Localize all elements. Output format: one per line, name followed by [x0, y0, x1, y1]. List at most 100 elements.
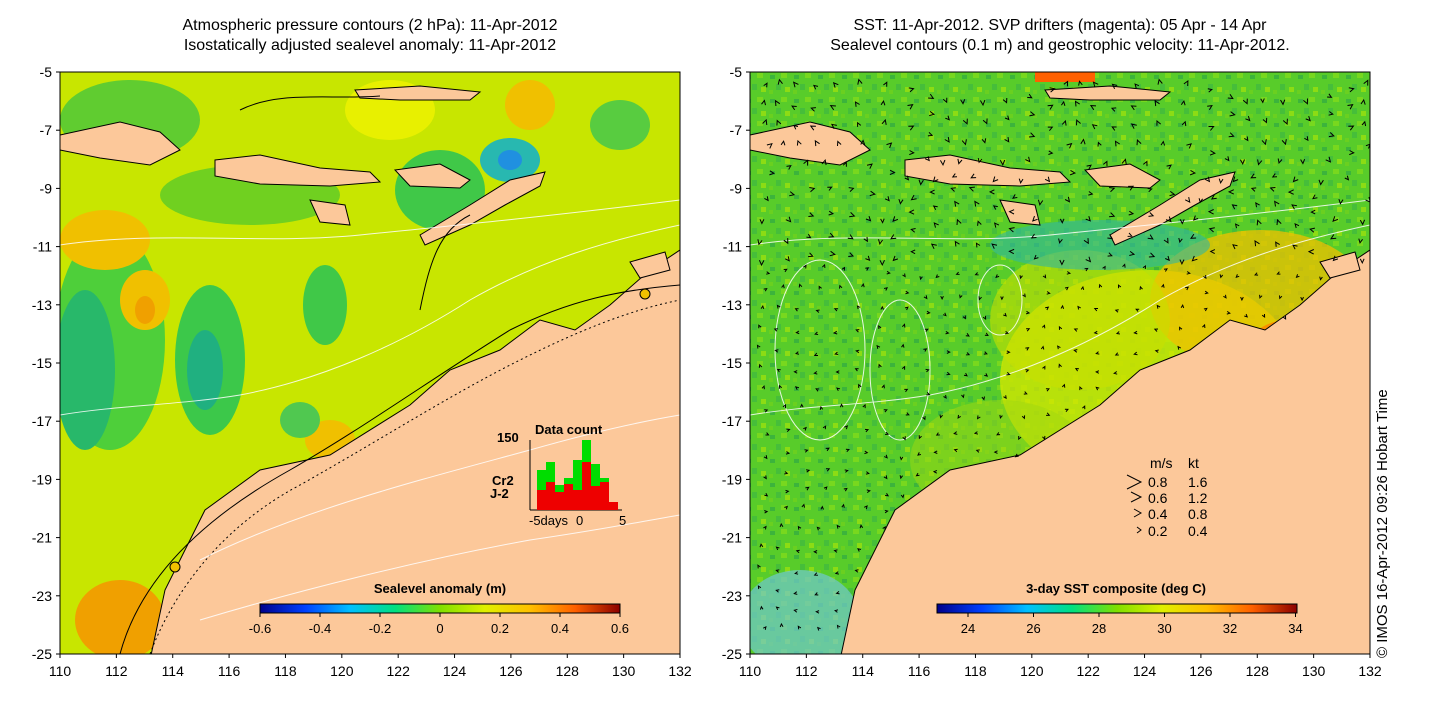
- velocity-arrow: [1122, 263, 1126, 268]
- velocity-arrow: [1328, 111, 1334, 116]
- velocity-arrow: [924, 156, 930, 162]
- velocity-arrow: [834, 609, 839, 613]
- velocity-arrow: [1113, 371, 1118, 375]
- velocity-arrow: [1044, 176, 1051, 183]
- velocity-arrow: [1022, 293, 1026, 298]
- velocity-arrow: [784, 256, 790, 262]
- left-colorbar-title: Sealevel anomaly (m): [374, 581, 506, 596]
- velocity-arrow: [1154, 100, 1160, 107]
- velocity-arrow: [968, 186, 975, 192]
- velocity-arrow: [1056, 345, 1061, 350]
- velocity-arrow: [1026, 328, 1031, 332]
- velocity-arrow: [806, 469, 811, 473]
- velocity-arrow: [884, 509, 889, 514]
- velocity-arrow: [910, 228, 916, 233]
- velocity-arrow: [955, 271, 960, 275]
- velocity-arrow: [1059, 259, 1065, 266]
- velocity-arrow: [919, 276, 923, 281]
- velocity-arrow: [1292, 176, 1299, 183]
- left-lon-tick-label: 114: [162, 663, 185, 679]
- velocity-arrow: [833, 549, 838, 553]
- velocity-arrow: [1256, 219, 1262, 226]
- left-lon-tick-label: 110: [49, 663, 72, 679]
- speed-arrow-0.6: [1130, 491, 1143, 503]
- velocity-arrow: [1204, 176, 1211, 183]
- speed-row-ms: 0.2: [1148, 523, 1168, 539]
- velocity-arrow: [929, 189, 935, 195]
- velocity-arrow: [1109, 187, 1116, 193]
- velocity-arrow: [1003, 395, 1007, 400]
- velocity-arrow: [999, 159, 1006, 166]
- velocity-arrow: [1080, 138, 1086, 145]
- velocity-arrow: [829, 250, 836, 257]
- velocity-arrow: [905, 290, 910, 295]
- right-lon-tick-label: 116: [908, 663, 931, 679]
- velocity-arrow: [1255, 201, 1260, 208]
- velocity-arrow: [758, 259, 765, 267]
- velocity-arrow: [1014, 453, 1019, 458]
- inset-bars: [537, 440, 618, 510]
- velocity-arrow: [878, 239, 884, 246]
- right-lat-tick-label: -13: [722, 297, 742, 313]
- velocity-arrow: [970, 173, 977, 179]
- velocity-arrow: [892, 216, 899, 223]
- velocity-arrow: [763, 455, 768, 460]
- velocity-arrow: [1066, 271, 1072, 275]
- velocity-arrow: [862, 403, 866, 409]
- velocity-arrow: [1210, 194, 1217, 200]
- velocity-arrow: [761, 99, 766, 106]
- velocity-arrow: [1338, 198, 1344, 205]
- velocity-arrow: [1060, 100, 1066, 106]
- velocity-arrow: [992, 205, 998, 210]
- velocity-arrow: [861, 282, 865, 288]
- velocity-arrow: [981, 396, 985, 401]
- velocity-arrow: [1349, 150, 1355, 156]
- velocity-arrow: [1079, 386, 1083, 391]
- velocity-arrow: [982, 315, 987, 321]
- velocity-arrow: [837, 140, 842, 147]
- velocity-arrow: [757, 564, 761, 569]
- velocity-arrow: [1300, 159, 1306, 165]
- velocity-arrow: [900, 494, 905, 499]
- velocity-arrow: [789, 191, 796, 197]
- velocity-arrow: [1128, 210, 1135, 216]
- velocity-arrow: [1085, 216, 1091, 222]
- left-map: [60, 72, 680, 654]
- velocity-arrow: [775, 546, 780, 551]
- velocity-arrow: [1064, 408, 1069, 413]
- velocity-arrow: [892, 255, 899, 262]
- velocity-arrow: [1127, 232, 1133, 237]
- velocity-arrow: [883, 475, 888, 480]
- velocity-arrow: [909, 150, 915, 156]
- velocity-arrow: [803, 264, 807, 269]
- velocity-arrow: [995, 274, 1000, 279]
- velocity-arrow: [784, 505, 788, 510]
- velocity-arrow: [940, 295, 944, 301]
- velocity-arrow: [1282, 315, 1287, 320]
- velocity-arrow: [1178, 237, 1183, 244]
- velocity-arrow: [1275, 241, 1280, 247]
- velocity-arrow: [999, 414, 1003, 420]
- velocity-arrow: [783, 238, 789, 245]
- velocity-arrow: [977, 220, 982, 226]
- velocity-arrow: [785, 216, 792, 223]
- velocity-arrow: [1111, 126, 1117, 131]
- velocity-arrow: [869, 190, 876, 197]
- velocity-arrow: [865, 267, 870, 271]
- velocity-arrow: [1004, 137, 1010, 143]
- velocity-arrow: [1185, 286, 1190, 291]
- velocity-arrow: [1002, 97, 1008, 104]
- velocity-arrow: [1025, 369, 1030, 373]
- velocity-arrow: [902, 436, 906, 441]
- velocity-arrow: [915, 472, 920, 477]
- velocity-arrow: [1008, 209, 1015, 215]
- velocity-arrow: [1102, 160, 1108, 167]
- velocity-arrow: [965, 333, 970, 337]
- velocity-arrow: [1073, 328, 1078, 332]
- velocity-arrow: [1281, 139, 1287, 146]
- speed-legend-header-kt: kt: [1188, 455, 1199, 471]
- velocity-arrow: [1088, 191, 1094, 196]
- velocity-arrow: [1207, 104, 1213, 110]
- velocity-arrow: [908, 125, 915, 131]
- velocity-arrow: [1209, 249, 1216, 255]
